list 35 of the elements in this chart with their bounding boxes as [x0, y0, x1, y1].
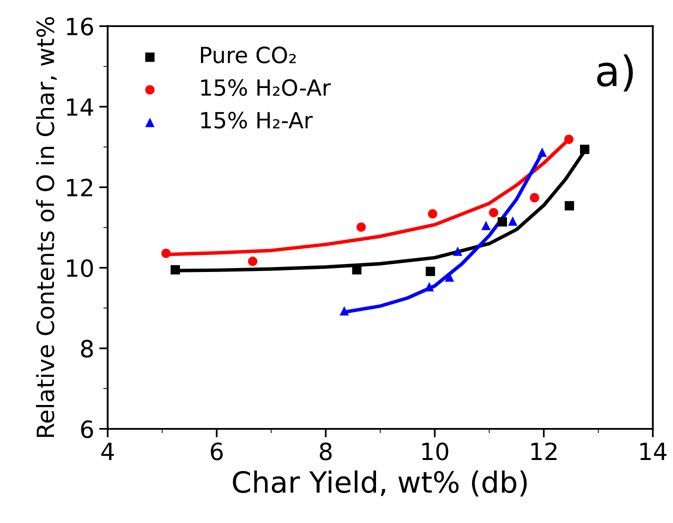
y-tick-label: 8: [81, 340, 93, 358]
legend-label: Pure CO₂: [200, 46, 296, 64]
y-tick-label: 12: [67, 178, 92, 196]
point: [537, 148, 547, 157]
x-axis-title: Char Yield, wt% (db): [232, 470, 527, 496]
y-tick-label: 10: [67, 259, 93, 278]
x-tick-label: 6: [210, 442, 223, 460]
x-tick-label: 10: [422, 442, 448, 460]
y-tick-label: 14: [67, 98, 94, 116]
point: [170, 265, 180, 274]
x-tick-label: 4: [101, 442, 114, 460]
point: [452, 246, 462, 256]
legend-label: 15% H₂O-Ar: [201, 79, 331, 96]
point: [530, 193, 540, 202]
point: [248, 256, 258, 266]
y-tick-label: 16: [67, 18, 93, 36]
x-tick-label: 14: [640, 442, 667, 460]
point: [488, 208, 498, 218]
point: [481, 220, 491, 230]
y-tick-label: 6: [81, 420, 93, 438]
point: [508, 216, 518, 226]
point: [340, 306, 349, 316]
point: [428, 209, 438, 218]
legend-label: 15% H₂-Ar: [201, 112, 313, 129]
point: [498, 217, 508, 227]
x-tick-label: 12: [531, 442, 556, 460]
point: [426, 266, 436, 276]
point: [580, 144, 590, 154]
point: [161, 248, 171, 258]
point: [356, 222, 366, 232]
point: [564, 134, 574, 144]
y-axis-title: Relative Contents of O in Char, wt%: [36, 17, 57, 437]
x-tick-label: 8: [320, 442, 332, 460]
annotation: a): [597, 54, 633, 92]
point: [564, 201, 574, 210]
